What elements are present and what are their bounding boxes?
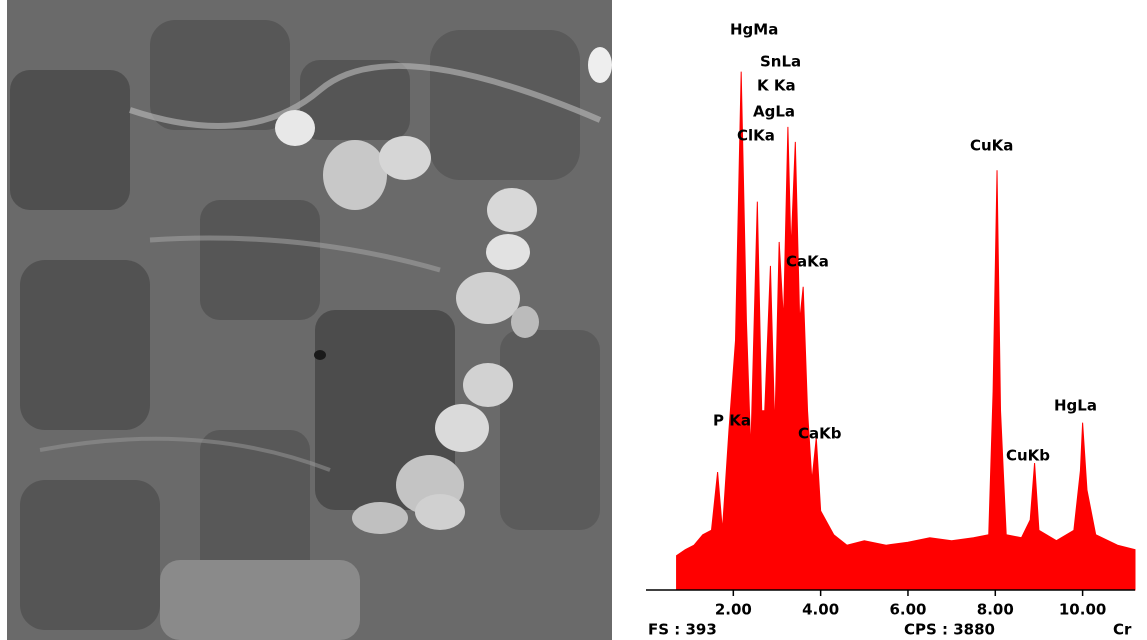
figure: 2.00 4.00 6.00 8.00 10.00 HgMa SnLa K Ka AgLa ClK… — [0, 0, 1147, 640]
x-tick-label: 4.00 — [802, 601, 839, 619]
footer-text: CPS : 3880 — [904, 621, 995, 639]
page: {"chart_data": { "type": "spectrum", "co… — [0, 0, 1147, 640]
x-tick-label: 2.00 — [715, 601, 752, 619]
footer-text: Cr — [1113, 621, 1132, 639]
peak-label: SnLa — [760, 53, 801, 71]
footer-text: FS : 393 — [648, 621, 717, 639]
x-tick-label: 6.00 — [889, 601, 926, 619]
peak-label: HgLa — [1054, 397, 1097, 415]
sem-image — [7, 0, 612, 640]
peak-label: AgLa — [753, 103, 795, 121]
peak-label: CuKa — [970, 137, 1013, 155]
x-tick-label: 8.00 — [977, 601, 1014, 619]
x-tick-label: 10.00 — [1059, 601, 1106, 619]
peak-label: HgMa — [730, 21, 778, 39]
peak-label: CaKb — [798, 425, 842, 443]
peak-label: CaKa — [786, 253, 829, 271]
spectrum-chart: 2.00 4.00 6.00 8.00 10.00 HgMa SnLa K Ka AgLa ClK… — [646, 21, 1135, 639]
peak-label: CuKb — [1006, 447, 1050, 465]
peak-label: P Ka — [713, 412, 751, 430]
spectrum-area — [677, 72, 1135, 590]
peak-label: K Ka — [757, 77, 796, 95]
peak-label: ClKa — [737, 127, 775, 145]
